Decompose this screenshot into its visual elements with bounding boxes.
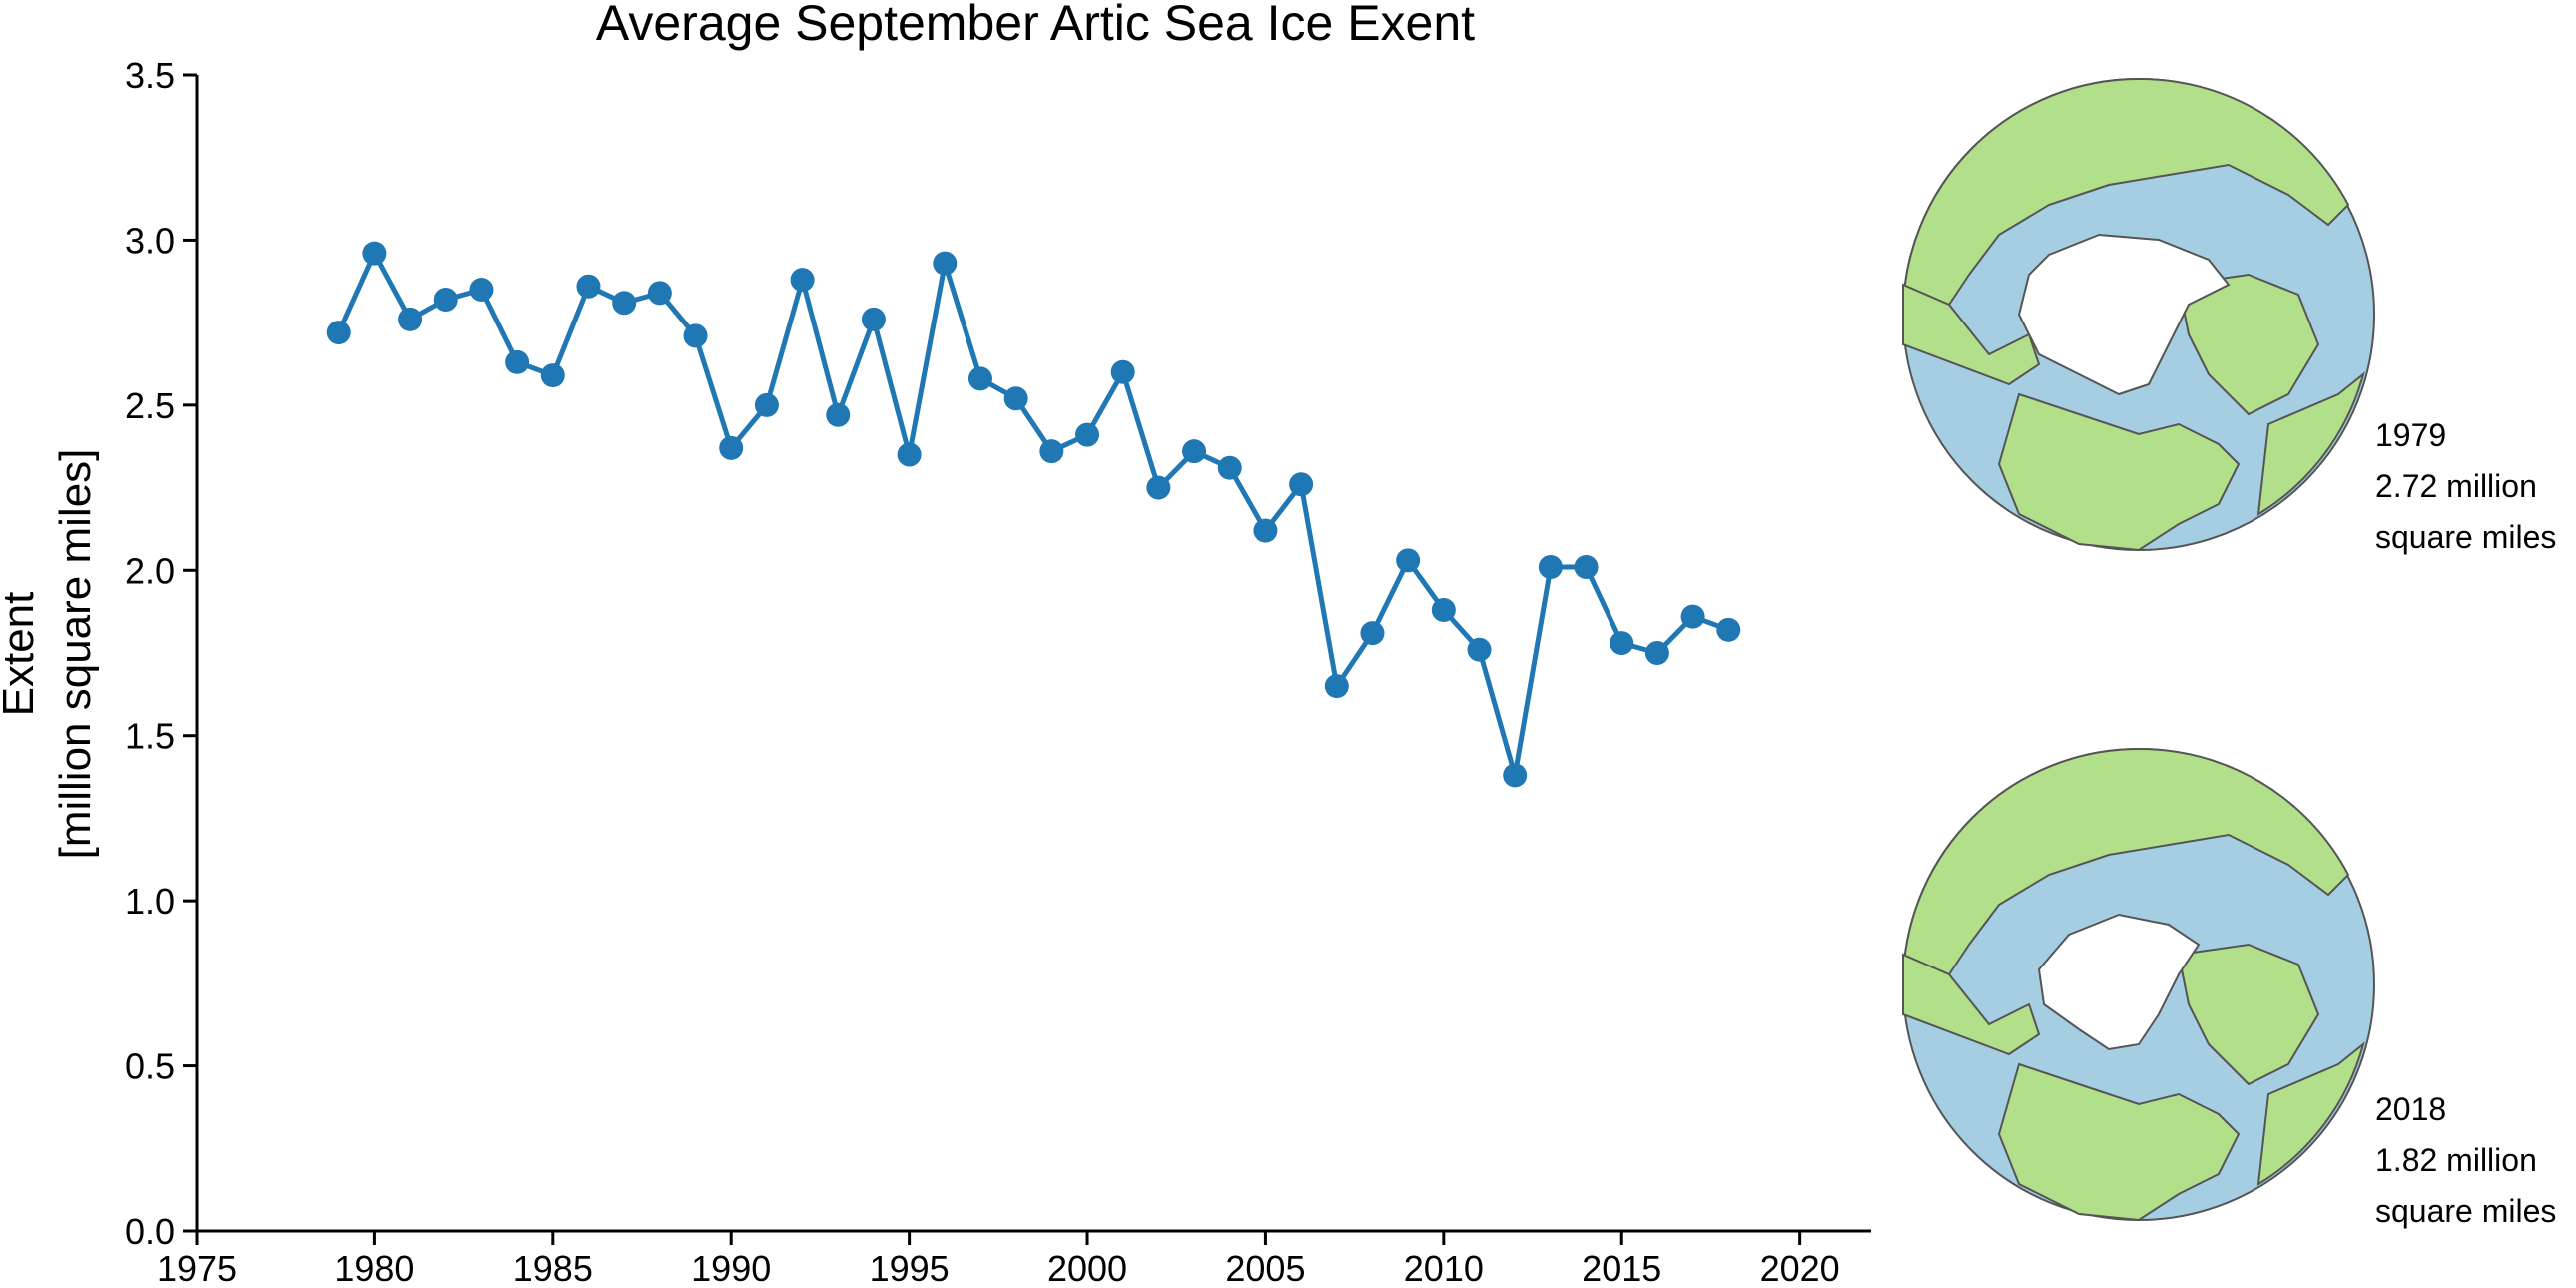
globe-2018-unit: square miles xyxy=(2375,1193,2557,1229)
globe-1979-label: 1979 2.72 million square miles xyxy=(2375,410,2556,563)
data-point-1994 xyxy=(861,307,886,331)
data-point-1997 xyxy=(967,366,992,391)
globe-1979-value: 2.72 million xyxy=(2375,468,2537,504)
data-point-2015 xyxy=(1610,631,1634,656)
y-tick-label: 2.5 xyxy=(125,385,175,426)
globe-1979 xyxy=(1901,77,2375,552)
x-tick-label: 1990 xyxy=(691,1248,771,1288)
x-tick-label: 2010 xyxy=(1404,1248,1484,1288)
data-point-2002 xyxy=(1146,475,1171,500)
globe-land-greenland xyxy=(2177,943,2320,1086)
globe-land-west xyxy=(1902,953,2041,1056)
data-point-1995 xyxy=(897,442,922,467)
globe-2018-value: 1.82 million xyxy=(2375,1142,2537,1178)
x-tick-label: 1980 xyxy=(334,1248,414,1288)
x-tick-label: 2020 xyxy=(1760,1248,1840,1288)
globe-land-west xyxy=(1902,283,2041,386)
data-point-2004 xyxy=(1217,455,1242,480)
x-tick-label: 1985 xyxy=(513,1248,593,1288)
y-tick-label: 0.5 xyxy=(125,1046,175,1087)
y-tick-label: 2.0 xyxy=(125,550,175,591)
data-point-2017 xyxy=(1680,604,1705,629)
x-tick-label: 1995 xyxy=(870,1248,950,1288)
data-point-1985 xyxy=(540,363,565,388)
data-point-2011 xyxy=(1467,637,1492,662)
data-point-1989 xyxy=(683,323,708,348)
data-point-2014 xyxy=(1574,554,1599,579)
x-tick-label: 2015 xyxy=(1582,1248,1661,1288)
y-tick-label: 3.0 xyxy=(125,220,175,261)
globe-2018-label: 2018 1.82 million square miles xyxy=(2375,1084,2556,1237)
data-point-2007 xyxy=(1324,674,1349,699)
globe-land-greenland xyxy=(2177,273,2320,416)
data-point-1982 xyxy=(433,287,458,312)
data-point-1999 xyxy=(1039,439,1064,464)
data-point-1998 xyxy=(1003,386,1028,411)
globe-land-east xyxy=(2256,1041,2365,1186)
globe-land-south xyxy=(1997,1062,2241,1222)
data-point-1980 xyxy=(362,241,387,266)
data-point-1992 xyxy=(790,268,815,293)
y-tick-label: 3.5 xyxy=(125,55,175,96)
data-point-2000 xyxy=(1075,422,1100,447)
axes: 0.0 0.5 1.0 1.5 2.0 2.5 3.0 3.5 1975 1980 1985 1990… xyxy=(125,55,1871,1288)
data-point-1991 xyxy=(754,392,779,417)
data-point-2008 xyxy=(1360,621,1385,646)
data-point-1993 xyxy=(826,402,851,427)
data-point-2013 xyxy=(1538,554,1563,579)
y-axis-label-line1: Extent xyxy=(0,592,43,717)
globe-land-east xyxy=(2256,371,2365,516)
data-point-2010 xyxy=(1431,597,1456,622)
x-tick-label: 2005 xyxy=(1225,1248,1305,1288)
x-tick-label: 1975 xyxy=(157,1248,237,1288)
data-point-2001 xyxy=(1110,359,1135,384)
data-point-1990 xyxy=(719,435,744,460)
data-point-2009 xyxy=(1396,548,1421,573)
data-point-1987 xyxy=(612,291,637,316)
y-tick-label: 0.0 xyxy=(125,1211,175,1252)
y-tick-label: 1.5 xyxy=(125,716,175,757)
series-polyline xyxy=(336,251,1730,778)
x-tick-label: 2000 xyxy=(1047,1248,1127,1288)
data-point-2005 xyxy=(1253,518,1278,543)
globe-land-north xyxy=(1901,77,2350,317)
y-tick-label: 1.0 xyxy=(125,881,175,922)
globe-land-south xyxy=(1997,392,2241,552)
data-point-1996 xyxy=(933,251,958,276)
globe-sea-ice xyxy=(2037,913,2201,1051)
y-axis-label-line2: [million square miles] xyxy=(51,449,100,860)
data-point-1981 xyxy=(398,307,423,331)
globe-sea-ice xyxy=(2017,233,2231,396)
globe-1979-year: 1979 xyxy=(2375,417,2447,453)
data-point-1988 xyxy=(647,281,672,306)
data-point-2006 xyxy=(1289,472,1314,497)
chart-title: Average September Artic Sea Ice Exent xyxy=(596,0,1475,51)
data-point-2016 xyxy=(1644,641,1669,665)
globe-land-north xyxy=(1901,747,2350,986)
globe-2018 xyxy=(1901,747,2375,1222)
globe-2018-year: 2018 xyxy=(2375,1091,2447,1127)
data-point-2012 xyxy=(1503,763,1528,788)
data-point-1979 xyxy=(326,321,351,345)
data-point-2003 xyxy=(1182,439,1207,464)
series-line xyxy=(326,241,1741,788)
data-point-2018 xyxy=(1716,617,1741,642)
data-point-1984 xyxy=(505,349,530,374)
globe-1979-unit: square miles xyxy=(2375,519,2557,555)
data-point-1986 xyxy=(576,274,601,299)
data-point-1983 xyxy=(469,278,494,303)
